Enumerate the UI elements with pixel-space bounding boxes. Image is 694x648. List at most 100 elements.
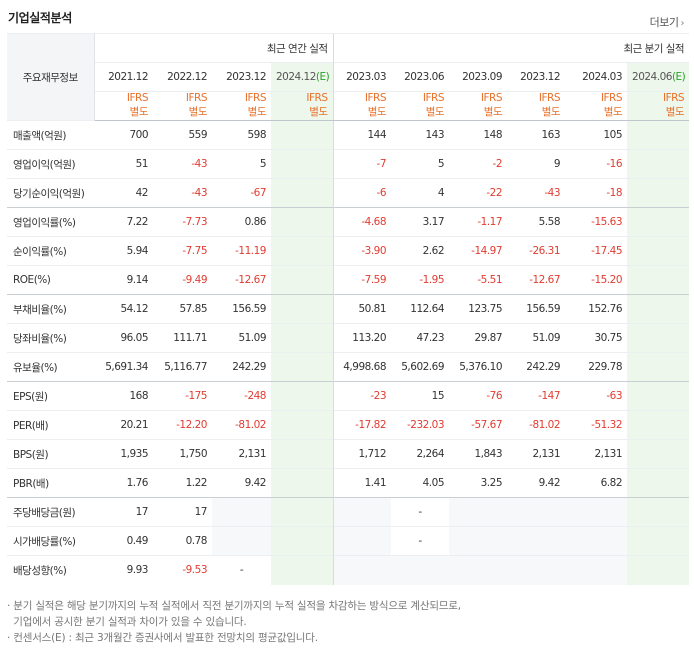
value-cell: 20.21 <box>94 410 153 440</box>
value-cell <box>627 468 690 498</box>
row-label: PER(배) <box>7 410 94 440</box>
value-cell: 5.58 <box>507 207 566 237</box>
table-row: 영업이익(억원) 51 -43 5 -7 5 -2 9 -16 <box>7 149 690 179</box>
estimate-mark: (E) <box>315 71 330 83</box>
value-cell <box>449 555 508 585</box>
row-label: 당기순이익(억원) <box>7 178 94 208</box>
row-label: BPS(원) <box>7 439 94 469</box>
period-header: 2022.12 <box>153 62 212 92</box>
value-cell: -15.63 <box>565 207 628 237</box>
footnote-consensus: · 컨센서스(E) : 최근 3개월간 증권사에서 발표한 전망치의 평균값입니… <box>7 632 318 644</box>
value-cell <box>271 526 334 556</box>
value-cell: -5.51 <box>449 265 508 295</box>
table-row: 주당배당금(원) 17 17- <box>7 497 690 527</box>
period-label: 2024.03 <box>582 71 623 83</box>
value-cell: 17 <box>94 497 153 527</box>
value-cell: -16 <box>565 149 628 179</box>
value-cell: 50.81 <box>332 294 392 324</box>
value-cell: 2,131 <box>507 439 566 469</box>
row-label: 부채비율(%) <box>7 294 94 324</box>
row-label: 매출액(억원) <box>7 120 94 150</box>
period-label: 2024.12 <box>276 71 316 83</box>
table-row: 부채비율(%) 54.12 57.85 156.59 50.81 112.64 123.75… <box>7 294 690 324</box>
value-cell: 1.76 <box>94 468 153 498</box>
value-cell: -43 <box>153 178 212 208</box>
value-cell <box>627 410 690 440</box>
table-row: 당기순이익(억원) 42 -43 -67 -6 4 -22 -43 -18 <box>7 178 690 208</box>
value-cell: 4.05 <box>391 468 450 498</box>
value-cell: 123.75 <box>449 294 508 324</box>
period-header-estimate: 2024.06(E) <box>627 62 690 92</box>
value-cell: - <box>391 497 450 527</box>
section-title: 기업실적분석 <box>8 11 72 25</box>
value-cell <box>332 555 392 585</box>
value-cell: 29.87 <box>449 323 508 353</box>
value-cell: 96.05 <box>94 323 153 353</box>
ifrs-top: IFRS <box>244 92 267 105</box>
value-cell <box>271 236 334 266</box>
ifrs-bottom: 별도 <box>665 106 685 118</box>
ifrs-bottom: 별도 <box>129 106 149 118</box>
period-header: 2023.12 <box>507 62 566 92</box>
footnote-quarter-calc-cont: 기업에서 공시한 분기 실적과 차이가 있을 수 있습니다. <box>7 616 247 628</box>
value-cell: 144 <box>332 120 392 150</box>
ifrs-bottom: 별도 <box>247 106 267 118</box>
value-cell: 152.76 <box>565 294 628 324</box>
ifrs-top: IFRS <box>364 92 387 105</box>
chevron-right-icon: › <box>680 18 685 29</box>
value-cell: -3.90 <box>332 236 392 266</box>
value-cell <box>271 207 334 237</box>
value-cell <box>271 410 334 440</box>
period-label: 2021.12 <box>108 71 148 83</box>
value-cell: -7 <box>332 149 392 179</box>
value-cell: 5 <box>391 149 450 179</box>
value-cell: 5.94 <box>94 236 153 266</box>
ifrs-label: IFRS 별도 <box>212 91 271 121</box>
ifrs-top: IFRS <box>126 92 149 105</box>
value-cell: 9.93 <box>94 555 153 585</box>
value-cell: 111.71 <box>153 323 212 353</box>
ifrs-bottom: 별도 <box>483 106 503 118</box>
ifrs-bottom: 별도 <box>367 106 387 118</box>
value-cell <box>627 120 690 150</box>
value-cell: 242.29 <box>507 352 566 382</box>
period-label: 2024.06 <box>632 71 672 83</box>
value-cell <box>627 294 690 324</box>
table-row: 순이익률(%) 5.94 -7.75 -11.19 -3.90 2.62 -14.97 -26… <box>7 236 690 266</box>
value-cell: -6 <box>332 178 392 208</box>
value-cell: -2 <box>449 149 508 179</box>
value-cell <box>271 178 334 208</box>
value-cell: 1,750 <box>153 439 212 469</box>
value-cell: 163 <box>507 120 566 150</box>
value-cell: 1,843 <box>449 439 508 469</box>
value-cell: 242.29 <box>212 352 271 382</box>
value-cell <box>627 381 690 411</box>
value-cell: 47.23 <box>391 323 450 353</box>
value-cell: -4.68 <box>332 207 392 237</box>
value-cell <box>627 439 690 469</box>
value-cell: 700 <box>94 120 153 150</box>
value-cell: 7.22 <box>94 207 153 237</box>
ifrs-label: IFRS 별도 <box>565 91 628 121</box>
value-cell: 168 <box>94 381 153 411</box>
ifrs-bottom: 별도 <box>188 106 208 118</box>
value-cell <box>507 526 566 556</box>
period-header: 2023.12 <box>212 62 271 92</box>
value-cell: -7.59 <box>332 265 392 295</box>
value-cell <box>271 294 334 324</box>
ifrs-bottom: 별도 <box>309 106 328 118</box>
value-cell: 4 <box>391 178 450 208</box>
value-cell <box>332 497 392 527</box>
value-cell: -147 <box>507 381 566 411</box>
ifrs-top: IFRS <box>662 92 685 105</box>
value-cell <box>627 497 690 527</box>
value-cell <box>449 497 508 527</box>
value-cell: -81.02 <box>212 410 271 440</box>
more-link[interactable]: 더보기 › <box>650 14 685 30</box>
value-cell: 5,691.34 <box>94 352 153 382</box>
value-cell: - <box>391 526 450 556</box>
value-cell: -12.67 <box>212 265 271 295</box>
ifrs-label: IFRS 별도 <box>271 91 334 121</box>
value-cell <box>565 497 628 527</box>
value-cell: 1,712 <box>332 439 392 469</box>
